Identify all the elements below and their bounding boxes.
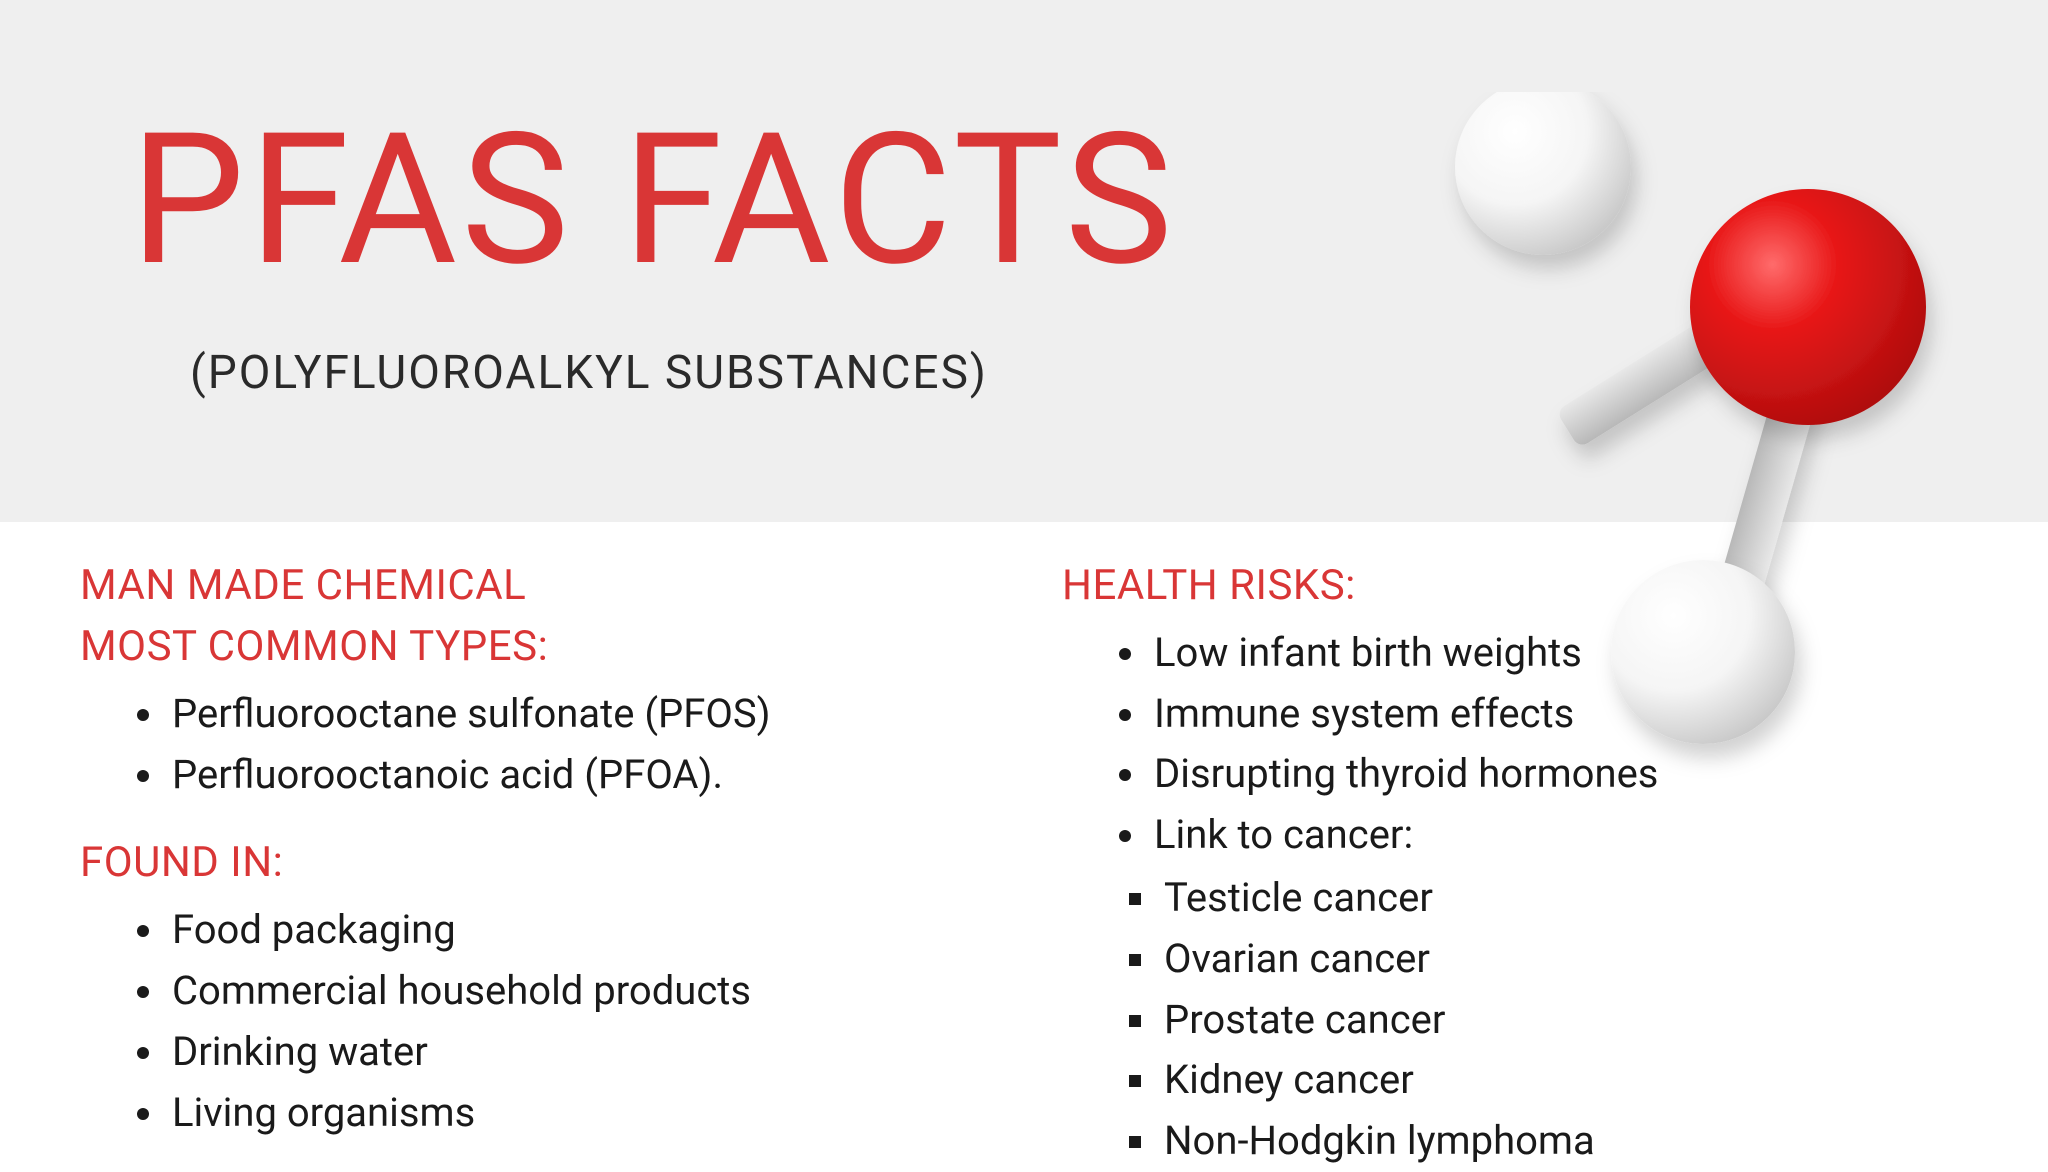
list-item: Testicle cancer (1160, 868, 1968, 929)
list-item: Food packaging (168, 900, 986, 961)
cancer-sublist: Testicle cancer Ovarian cancer Prostate … (1062, 868, 1968, 1172)
list-item: Commercial household products (168, 961, 986, 1022)
page-subtitle: (POLYFLUOROALKYL SUBSTANCES) (190, 346, 2048, 400)
list-item: Low infant birth weights (1150, 623, 1968, 684)
list-item: Non-Hodgkin lymphoma (1160, 1111, 1968, 1172)
right-column: HEALTH RISKS: Low infant birth weights I… (1062, 556, 1968, 1172)
list-item: Link to cancer: (1150, 805, 1968, 866)
list-item: Drinking water (168, 1022, 986, 1083)
content-columns: MAN MADE CHEMICAL MOST COMMON TYPES: Per… (0, 522, 2048, 1172)
intro-heading: MAN MADE CHEMICAL MOST COMMON TYPES: (80, 556, 986, 678)
list-item: Prostate cancer (1160, 990, 1968, 1051)
list-item: Ovarian cancer (1160, 929, 1968, 990)
list-item: Kidney cancer (1160, 1050, 1968, 1111)
list-item: Immune system effects (1150, 684, 1968, 745)
list-item: Disrupting thyroid hormones (1150, 744, 1968, 805)
intro-heading-line1: MAN MADE CHEMICAL (80, 561, 526, 610)
page-title: PFAS FACTS (130, 110, 2048, 292)
common-types-list: Perfluorooctane sulfonate (PFOS) Perfluo… (80, 684, 986, 806)
list-item: Perfluorooctanoic acid (PFOA). (168, 745, 986, 806)
found-in-heading: FOUND IN: (80, 833, 986, 894)
list-item: Perfluorooctane sulfonate (PFOS) (168, 684, 986, 745)
list-item: Living organisms (168, 1083, 986, 1144)
health-risks-heading: HEALTH RISKS: (1062, 556, 1968, 617)
found-in-list: Food packaging Commercial household prod… (80, 900, 986, 1143)
health-risks-list: Low infant birth weights Immune system e… (1062, 623, 1968, 866)
header-band: PFAS FACTS (POLYFLUOROALKYL SUBSTANCES) (0, 0, 2048, 522)
left-column: MAN MADE CHEMICAL MOST COMMON TYPES: Per… (80, 556, 986, 1172)
intro-heading-line2: MOST COMMON TYPES: (80, 622, 548, 671)
